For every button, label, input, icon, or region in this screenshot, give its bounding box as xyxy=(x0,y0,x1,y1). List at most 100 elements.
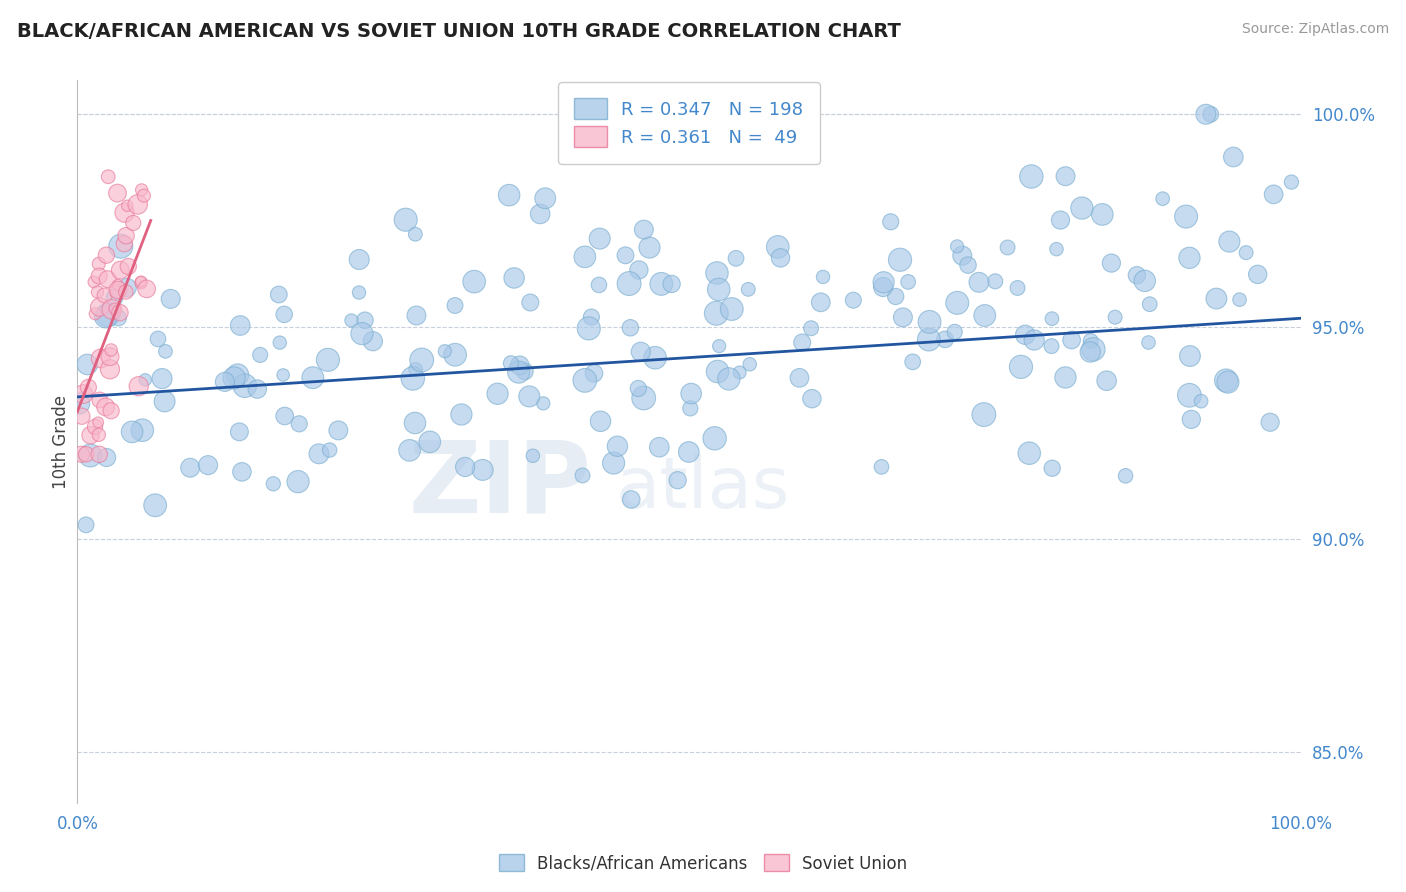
Point xyxy=(792,335,814,350)
Point xyxy=(107,283,129,297)
Point xyxy=(581,310,603,324)
Point xyxy=(108,305,131,319)
Point xyxy=(121,425,143,439)
Point xyxy=(1178,349,1201,363)
Point xyxy=(94,310,117,324)
Point xyxy=(1054,169,1077,184)
Point xyxy=(498,188,520,202)
Point xyxy=(90,351,112,366)
Point xyxy=(648,440,671,454)
Point xyxy=(1205,292,1227,306)
Point xyxy=(997,240,1019,254)
Point xyxy=(707,282,730,296)
Point xyxy=(633,391,655,405)
Point xyxy=(1222,150,1244,164)
Point xyxy=(226,368,249,382)
Point xyxy=(70,409,93,424)
Point xyxy=(1126,268,1149,283)
Point xyxy=(588,277,610,292)
Point xyxy=(444,348,467,362)
Point xyxy=(83,275,105,289)
Point xyxy=(1078,345,1101,359)
Point xyxy=(1054,370,1077,384)
Point xyxy=(1083,343,1105,357)
Point xyxy=(724,252,747,266)
Point xyxy=(574,373,596,387)
Point xyxy=(681,386,703,401)
Point xyxy=(499,356,522,370)
Point xyxy=(704,306,727,320)
Point xyxy=(1010,359,1032,374)
Point xyxy=(129,275,152,289)
Point xyxy=(1049,213,1071,227)
Point xyxy=(404,416,426,430)
Point xyxy=(766,240,789,254)
Point xyxy=(301,370,323,384)
Point xyxy=(703,431,725,445)
Point xyxy=(129,276,152,290)
Point xyxy=(87,415,110,429)
Point xyxy=(522,449,544,463)
Point xyxy=(800,392,823,406)
Point xyxy=(89,447,111,461)
Point xyxy=(946,239,969,253)
Point xyxy=(901,355,924,369)
Point xyxy=(75,517,97,532)
Point xyxy=(419,434,441,449)
Point xyxy=(519,295,541,310)
Point xyxy=(405,362,427,376)
Point xyxy=(273,307,295,321)
Point xyxy=(606,439,628,453)
Point xyxy=(737,282,759,296)
Point xyxy=(967,276,990,290)
Point xyxy=(582,367,605,381)
Point xyxy=(117,199,139,213)
Point xyxy=(709,339,731,353)
Point xyxy=(128,379,150,393)
Point xyxy=(769,251,792,265)
Point xyxy=(706,365,728,379)
Point xyxy=(229,318,252,333)
Point xyxy=(1234,245,1257,260)
Point xyxy=(644,351,666,365)
Point xyxy=(105,285,128,299)
Point xyxy=(717,372,740,386)
Point xyxy=(630,344,652,359)
Point xyxy=(271,368,294,382)
Point xyxy=(1104,310,1126,325)
Point xyxy=(627,382,650,396)
Point xyxy=(661,277,683,291)
Point xyxy=(131,423,153,437)
Point xyxy=(117,260,139,274)
Point xyxy=(517,389,540,403)
Point xyxy=(112,236,135,251)
Point xyxy=(943,325,966,339)
Point xyxy=(150,371,173,385)
Point xyxy=(114,205,136,219)
Point xyxy=(678,445,700,459)
Point xyxy=(842,293,865,308)
Point xyxy=(98,350,121,364)
Point xyxy=(405,309,427,323)
Point xyxy=(870,459,893,474)
Point xyxy=(288,417,311,431)
Point xyxy=(529,207,551,221)
Point xyxy=(627,263,650,277)
Point xyxy=(1258,415,1281,429)
Point xyxy=(811,269,834,284)
Point xyxy=(411,353,433,368)
Text: Source: ZipAtlas.com: Source: ZipAtlas.com xyxy=(1241,22,1389,37)
Point xyxy=(620,492,643,507)
Point xyxy=(1095,374,1118,388)
Point xyxy=(880,215,903,229)
Text: atlas: atlas xyxy=(616,454,790,523)
Point xyxy=(94,400,117,414)
Point xyxy=(75,447,97,461)
Point xyxy=(316,352,339,367)
Point xyxy=(614,248,637,262)
Point xyxy=(101,302,124,317)
Point xyxy=(228,425,250,439)
Point xyxy=(107,277,129,292)
Point xyxy=(1216,375,1239,389)
Point xyxy=(471,463,494,477)
